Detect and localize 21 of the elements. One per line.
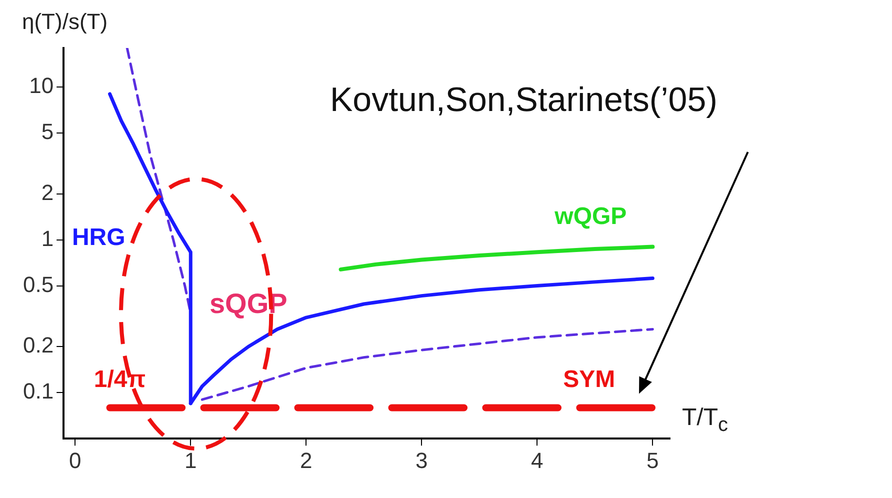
annotation: sQGP	[209, 288, 288, 319]
y-axis-title: η(T)/s(T)	[22, 9, 108, 34]
x-tick-label: 0	[69, 448, 82, 473]
annotation: Kovtun,Son,Starinets(’05)	[330, 81, 718, 119]
x-tick-label: 1	[184, 448, 197, 473]
annotation: SYM	[563, 366, 616, 393]
y-tick-label: 10	[29, 73, 54, 98]
y-tick-label: 0.5	[22, 272, 54, 297]
y-tick-label: 1	[41, 226, 54, 251]
y-tick-label: 2	[41, 180, 54, 205]
y-tick-label: 0.1	[22, 378, 54, 404]
x-tick-label: 3	[416, 448, 428, 473]
series-label: wQGP	[554, 202, 627, 230]
series-label: 1/4π	[94, 366, 146, 393]
y-tick-label: 0.2	[22, 332, 54, 358]
x-tick-label: 5	[646, 448, 659, 473]
series-label: HRG	[72, 224, 126, 252]
x-tick-label: 2	[300, 448, 312, 473]
y-tick-label: 5	[41, 119, 54, 144]
x-axis-title: T/T$_{c}$	[682, 404, 728, 436]
x-tick-label: 4	[531, 448, 544, 473]
